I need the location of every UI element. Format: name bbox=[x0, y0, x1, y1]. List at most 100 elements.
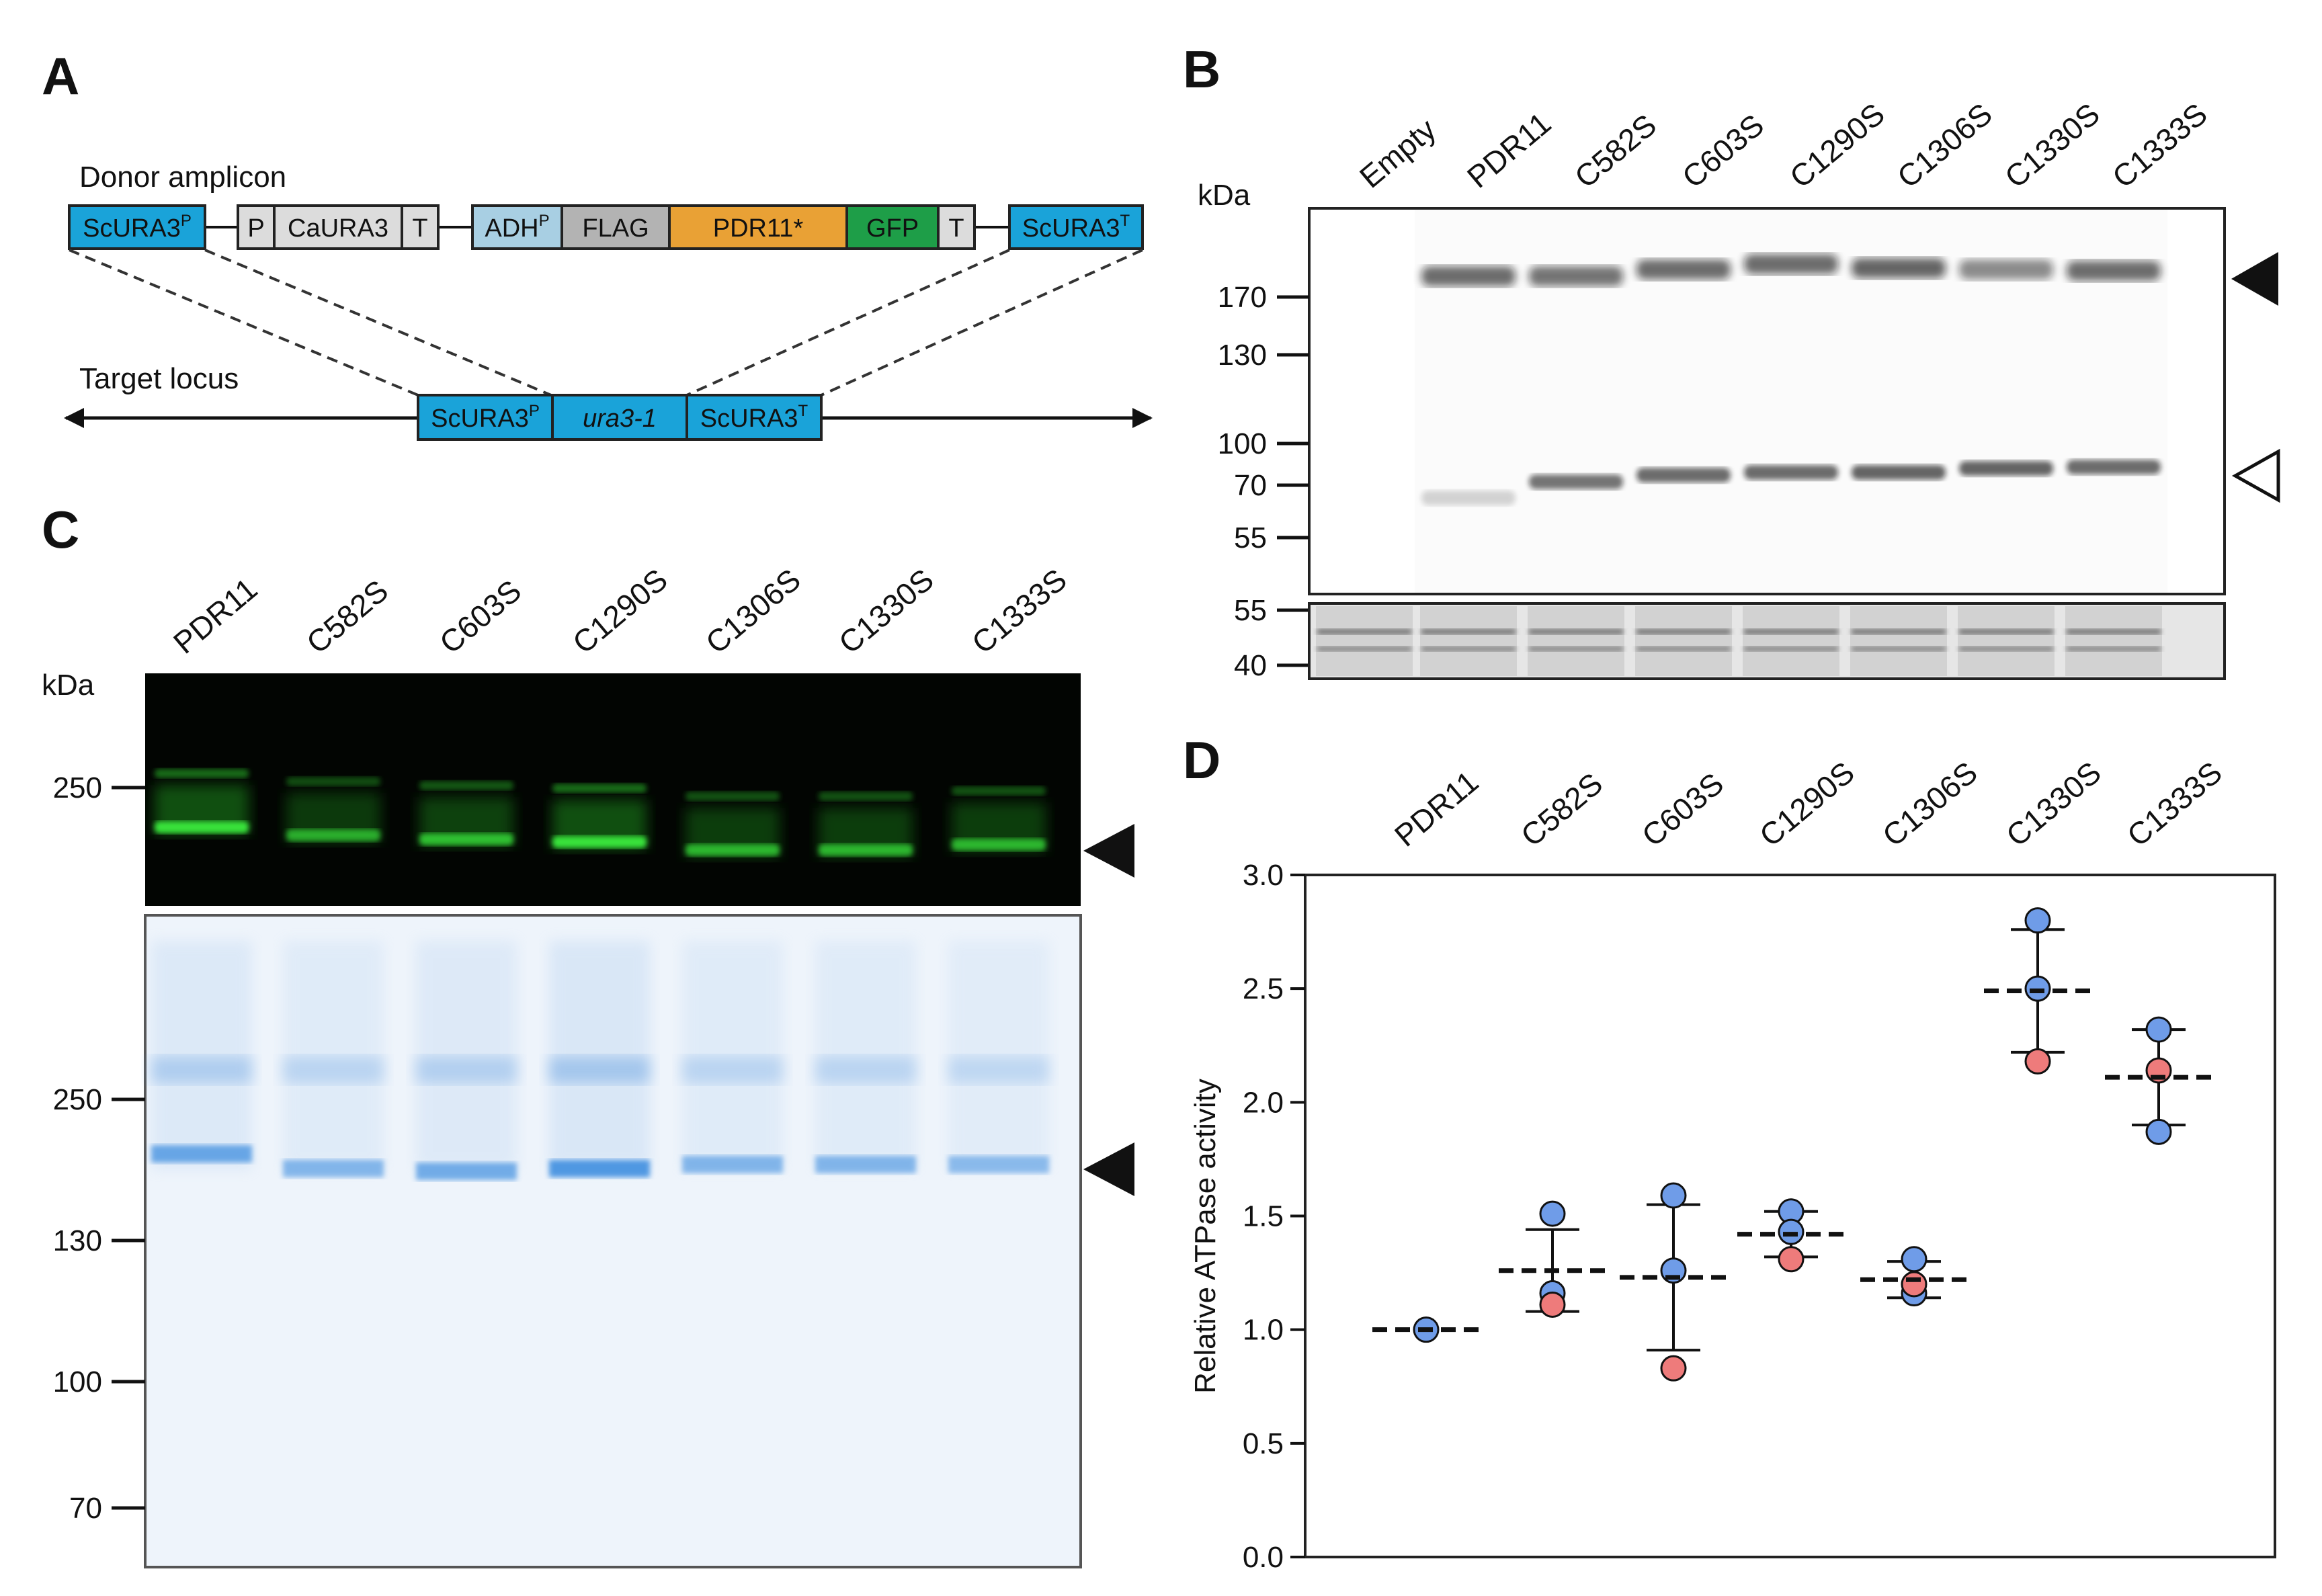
category-label: C582S bbox=[1514, 765, 1609, 853]
marker-label: 55 bbox=[1234, 594, 1267, 627]
lane-label: PDR11 bbox=[167, 571, 263, 661]
loading-lane bbox=[1528, 606, 1624, 676]
lane-label: C1290S bbox=[566, 562, 674, 661]
donor-part-label: ScURA3P bbox=[83, 212, 192, 243]
panel-c-markers: 250 250 130 100 70 bbox=[53, 771, 145, 1525]
panel-b-kda-label: kDa bbox=[1198, 179, 1251, 212]
lower-band bbox=[1959, 461, 2053, 476]
donor-part-box bbox=[401, 204, 440, 250]
y-tick-label: 3.0 bbox=[1243, 859, 1284, 892]
donor-part-label: T bbox=[412, 214, 427, 243]
lane-label: C603S bbox=[433, 573, 528, 660]
marker-label: 250 bbox=[53, 771, 102, 804]
coomassie-smear bbox=[682, 941, 783, 1169]
lane-label: C1290S bbox=[1783, 96, 1891, 195]
donor-part-box bbox=[845, 204, 940, 250]
fluor-band-upper bbox=[686, 792, 780, 801]
y-tick-label: 0.5 bbox=[1243, 1427, 1284, 1460]
loading-band bbox=[1529, 629, 1623, 634]
marker-label: 130 bbox=[53, 1224, 102, 1257]
marker-label: 250 bbox=[53, 1083, 102, 1116]
category-label: C603S bbox=[1635, 765, 1730, 853]
coomassie-band-upper bbox=[948, 1056, 1049, 1083]
loading-band bbox=[2067, 646, 2161, 651]
lane-label: C1333S bbox=[965, 562, 1073, 661]
lower-band bbox=[1852, 465, 1946, 480]
lower-band bbox=[1421, 491, 1516, 505]
open-arrow-icon bbox=[2231, 448, 2280, 503]
target-part-label: ura3-1 bbox=[583, 405, 657, 433]
fluor-band bbox=[286, 829, 380, 841]
loading-band bbox=[1317, 646, 1411, 651]
loading-band bbox=[1744, 646, 1838, 651]
data-point bbox=[2145, 1118, 2172, 1145]
lane-label: C1330S bbox=[1998, 96, 2106, 195]
coomassie-band-upper bbox=[549, 1056, 650, 1083]
coomassie-smear bbox=[948, 941, 1049, 1169]
donor-part-label: T bbox=[948, 214, 964, 243]
lane-label: C603S bbox=[1675, 107, 1770, 194]
loading-lane bbox=[1743, 606, 1839, 676]
y-tick-label: 2.5 bbox=[1243, 972, 1284, 1005]
upper-band bbox=[1529, 266, 1623, 286]
lane-shade bbox=[1952, 210, 2060, 593]
filled-arrow-icon bbox=[2231, 252, 2278, 306]
donor-part-label: CaURA3 bbox=[288, 214, 388, 243]
upper-band bbox=[1421, 266, 1516, 286]
coomassie-smear bbox=[283, 941, 384, 1169]
homology-lines bbox=[69, 249, 1143, 396]
loading-lane bbox=[1850, 606, 1947, 676]
data-point bbox=[1539, 1200, 1566, 1227]
loading-band bbox=[1852, 629, 1946, 634]
coomassie-band-upper bbox=[682, 1056, 783, 1083]
target-part-box bbox=[551, 394, 688, 441]
fluor-band-upper bbox=[819, 792, 913, 801]
donor-part-box bbox=[273, 204, 403, 250]
fluor-band bbox=[552, 836, 647, 848]
coomassie-band bbox=[948, 1156, 1049, 1173]
lower-band bbox=[2067, 460, 2161, 474]
data-point bbox=[2145, 1016, 2172, 1043]
donor-part-box bbox=[237, 204, 276, 250]
panel-c-kda-label: kDa bbox=[42, 669, 95, 702]
loading-band bbox=[1636, 629, 1731, 634]
data-point bbox=[1901, 1246, 1927, 1273]
loading-band bbox=[2067, 629, 2161, 634]
donor-construct: ScURA3P P CaURA3 T ADHP FLAG PDR11* GFP T ScURA3T bbox=[68, 204, 1144, 250]
data-point bbox=[1660, 1182, 1687, 1209]
loading-lane bbox=[2065, 606, 2162, 676]
coomassie-band-upper bbox=[416, 1056, 517, 1083]
panel-b-letter: B bbox=[1183, 40, 1220, 99]
loading-lane bbox=[1958, 606, 2055, 676]
fluor-band-upper bbox=[419, 781, 513, 790]
fluor-band bbox=[819, 844, 913, 856]
loading-band bbox=[1959, 629, 2053, 634]
upper-band bbox=[1852, 258, 1946, 278]
coomassie-arrow-icon bbox=[1083, 1142, 1134, 1196]
donor-part-label: GFP bbox=[866, 214, 919, 243]
donor-part-box bbox=[1008, 204, 1144, 250]
y-tick-label: 1.0 bbox=[1243, 1314, 1284, 1347]
lower-band bbox=[1744, 465, 1838, 480]
marker-label: 100 bbox=[53, 1366, 102, 1398]
donor-part-box bbox=[471, 204, 563, 250]
panel-c-letter: C bbox=[42, 500, 79, 559]
data-point bbox=[1539, 1291, 1566, 1318]
lane-shade bbox=[1630, 210, 1737, 593]
loading-band bbox=[1852, 646, 1946, 651]
category-label: C1290S bbox=[1753, 755, 1861, 853]
loading-control-bands bbox=[1316, 606, 2162, 676]
donor-part-label: ScURA3T bbox=[1022, 212, 1130, 243]
panel-c-lane-labels: PDR11 C582S C603S C1290S C1306S C1330S C1333S bbox=[167, 562, 1073, 661]
lane-label: C1333S bbox=[2106, 96, 2214, 195]
donor-part-label: P bbox=[247, 214, 264, 243]
data-point bbox=[1660, 1355, 1687, 1382]
panel-b-markers: 170 130 100 70 55 55 40 bbox=[1218, 281, 1309, 682]
lane-label: C582S bbox=[300, 573, 395, 660]
fluorescence-bands bbox=[155, 769, 1046, 857]
data-point bbox=[1778, 1246, 1805, 1273]
lower-band bbox=[1529, 474, 1623, 489]
fluor-band-upper bbox=[155, 769, 249, 778]
panel-b-lane-labels: Empty PDR11 C582S C603S C1290S C1306S C1330S C1… bbox=[1353, 96, 2214, 195]
